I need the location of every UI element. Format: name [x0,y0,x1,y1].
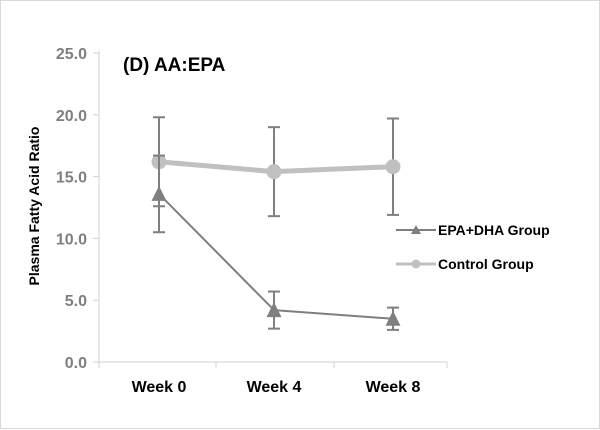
y-axis-label: Plasma Fatty Acid Ratio [26,127,42,286]
chart-title: (D) AA:EPA [123,55,226,76]
x-tick-label: Week 8 [366,379,421,396]
y-tick-label: 15.0 [56,170,87,187]
y-tick-label: 0.0 [65,355,87,372]
data-point [385,310,401,326]
series-control [151,116,401,218]
axes [98,51,447,363]
series-line [158,193,394,320]
y-tick-label: 5.0 [65,293,87,310]
x-tick-label: Week 4 [247,379,302,396]
legend-item-epa-dha: EPA+DHA Group [396,222,550,238]
y-tick-label: 10.0 [56,231,87,248]
legend-item-control: Control Group [396,256,534,272]
y-ticks: 0.0 5.0 10.0 15.0 20.0 25.0 [56,46,99,372]
data-point [266,164,282,180]
x-ticks: Week 0 Week 4 Week 8 [98,362,448,396]
legend-marker [411,259,421,269]
data-point [151,185,167,201]
y-tick-label: 20.0 [56,108,87,125]
legend-marker [411,225,421,234]
legend-label: Control Group [438,256,534,272]
series-epa-dha [151,154,401,331]
data-point [385,159,401,175]
series-layer [151,116,401,331]
legend-label: EPA+DHA Group [438,222,550,238]
x-tick-label: Week 0 [132,379,187,396]
data-point [266,302,282,318]
legend: EPA+DHA Group Control Group [396,222,550,272]
y-tick-label: 25.0 [56,46,87,63]
